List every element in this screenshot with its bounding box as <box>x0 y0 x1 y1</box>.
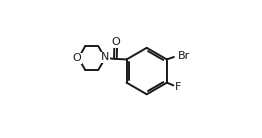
Text: O: O <box>72 53 81 63</box>
Text: Br: Br <box>178 51 190 61</box>
Text: O: O <box>111 37 120 47</box>
Text: N: N <box>101 52 109 62</box>
Text: N: N <box>101 52 109 62</box>
Text: F: F <box>175 82 182 92</box>
